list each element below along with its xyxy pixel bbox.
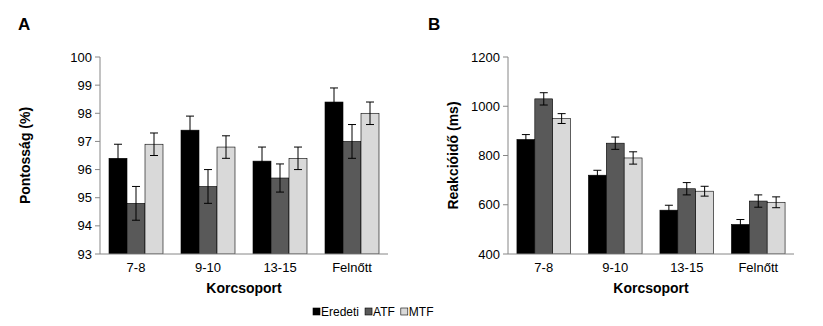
error-bar	[772, 197, 780, 208]
error-bar	[611, 137, 619, 149]
legend-swatch	[401, 308, 408, 315]
figure: A Pontosság (%) Korcsoport 93 94 95 96 97 98 99 10…	[0, 0, 823, 326]
error-bar	[348, 125, 356, 159]
bar	[678, 189, 696, 254]
x-tick-label: 7-8	[534, 260, 553, 275]
error-bar	[366, 102, 374, 125]
bar	[217, 147, 235, 254]
y-axis-label: Pontosság (%)	[17, 107, 33, 204]
y-tick-label: 99	[78, 78, 92, 93]
bar	[289, 158, 307, 254]
chart-panel: B Reakcióidő (ms) Korcsoport 400 600 800 1000 1…	[428, 15, 794, 296]
error-bar	[114, 144, 122, 172]
error-bar	[222, 136, 230, 159]
error-bar	[736, 220, 744, 230]
y-tick	[95, 85, 100, 86]
y-axis-label: Reakcióidő (ms)	[445, 101, 461, 209]
y-tick-label: 95	[78, 190, 92, 205]
error-bar	[522, 135, 530, 145]
bar	[361, 113, 379, 254]
legend-label: Eredeti	[321, 305, 359, 319]
error-bar	[701, 186, 709, 196]
legend-label: ATF	[373, 305, 395, 319]
bar	[181, 130, 199, 254]
y-tick-label: 98	[78, 106, 92, 121]
x-axis-label: Korcsoport	[206, 280, 282, 296]
x-tick-label: 9-10	[602, 260, 628, 275]
bar	[588, 175, 606, 254]
y-tick	[95, 254, 100, 255]
y-tick	[503, 254, 508, 255]
x-tick-label: 13-15	[670, 260, 703, 275]
y-tick-label: 1000	[471, 99, 500, 114]
legend: Eredeti ATF MTF	[313, 305, 433, 319]
error-bar	[186, 116, 194, 144]
y-tick-label: 800	[478, 148, 500, 163]
x-axis-label: Korcsoport	[613, 280, 689, 296]
error-bar	[629, 152, 637, 164]
y-tick	[95, 113, 100, 114]
y-tick	[95, 197, 100, 198]
legend-swatch	[365, 308, 372, 315]
bar	[696, 191, 714, 254]
bar	[767, 202, 785, 254]
y-tick-label: 94	[78, 218, 92, 233]
y-tick	[503, 57, 508, 58]
y-tick	[503, 106, 508, 107]
y-tick-label: 1200	[471, 50, 500, 65]
x-tick-label: Felnőtt	[738, 260, 778, 275]
error-bar	[683, 183, 691, 195]
x-tick-label: Felnőtt	[332, 260, 372, 275]
legend-swatch	[313, 308, 320, 315]
bar	[553, 119, 571, 254]
y-axis	[508, 57, 509, 254]
error-bar	[558, 114, 566, 124]
error-bar	[150, 133, 158, 156]
bar	[660, 210, 678, 254]
y-tick-label: 600	[478, 197, 500, 212]
x-axis	[508, 254, 794, 255]
y-tick-label: 96	[78, 162, 92, 177]
error-bar	[258, 147, 266, 175]
legend-label: MTF	[409, 305, 434, 319]
x-axis	[100, 254, 388, 255]
chart-panel: A Pontosság (%) Korcsoport 93 94 95 96 97 98 99 10…	[17, 15, 388, 296]
x-tick-label: 9-10	[195, 260, 221, 275]
y-tick	[503, 204, 508, 205]
plot-area	[109, 88, 379, 254]
bar	[145, 144, 163, 254]
panel-label: A	[18, 15, 30, 34]
error-bar	[665, 205, 673, 215]
error-bar	[540, 93, 548, 105]
x-tick-label: 7-8	[127, 260, 146, 275]
y-tick-label: 97	[78, 134, 92, 149]
y-tick-label: 93	[78, 247, 92, 262]
error-bar	[132, 186, 140, 220]
bar	[624, 158, 642, 254]
panel-label: B	[428, 15, 440, 34]
error-bar	[294, 147, 302, 170]
error-bar	[593, 170, 601, 180]
error-bar	[754, 195, 762, 207]
y-tick	[95, 57, 100, 58]
bar	[606, 143, 624, 254]
y-axis	[100, 57, 101, 254]
error-bar	[204, 170, 212, 204]
plot-area	[517, 93, 785, 254]
bar	[535, 99, 553, 254]
y-tick	[95, 225, 100, 226]
bar	[517, 139, 535, 254]
y-tick-label: 100	[70, 50, 92, 65]
x-tick-label: 13-15	[263, 260, 296, 275]
y-tick	[95, 169, 100, 170]
bar	[325, 102, 343, 254]
y-tick-label: 400	[478, 247, 500, 262]
y-tick	[503, 155, 508, 156]
error-bar	[330, 88, 338, 116]
bar	[749, 201, 767, 254]
error-bar	[276, 164, 284, 192]
y-tick	[95, 141, 100, 142]
